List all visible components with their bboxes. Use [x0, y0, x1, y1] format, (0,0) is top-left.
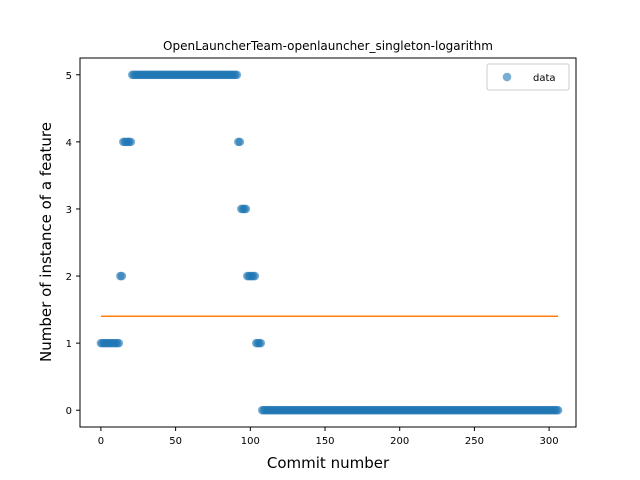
data-point: [114, 338, 124, 348]
data-point: [256, 338, 266, 348]
axes-frame: [79, 57, 577, 428]
x-tick-label: 150: [315, 436, 334, 447]
data-point: [235, 137, 245, 147]
y-tick-label: 3: [66, 205, 72, 216]
data-point: [553, 405, 563, 415]
data-point: [250, 271, 260, 281]
data-point: [241, 204, 251, 214]
x-axis-label: Commit number: [267, 454, 390, 472]
x-tick-label: 50: [169, 436, 182, 447]
legend-box: [486, 63, 570, 91]
legend-label: data: [533, 73, 556, 84]
y-axis-label: Number of instance of a feature: [37, 122, 55, 362]
x-tick-label: 100: [241, 436, 260, 447]
data-point: [126, 137, 136, 147]
x-tick-label: 250: [465, 436, 484, 447]
y-tick-label: 0: [66, 406, 72, 417]
data-point: [232, 70, 242, 80]
y-tick-label: 4: [66, 138, 72, 149]
y-tick-label: 1: [66, 339, 72, 350]
y-tick-label: 5: [66, 71, 72, 82]
x-tick-label: 200: [390, 436, 409, 447]
plot-area: 0 50 100 150 200 250 300 0 1 2 3 4 5 data: [66, 57, 577, 447]
data-series-points: [96, 70, 563, 415]
y-tick-label: 2: [66, 272, 72, 283]
legend-marker: [502, 72, 512, 82]
x-tick-label: 0: [98, 436, 104, 447]
data-point: [117, 271, 127, 281]
x-tick-label: 300: [540, 436, 559, 447]
legend: data: [486, 63, 570, 91]
chart-title: OpenLauncherTeam-openlauncher_singleton-…: [163, 39, 493, 53]
